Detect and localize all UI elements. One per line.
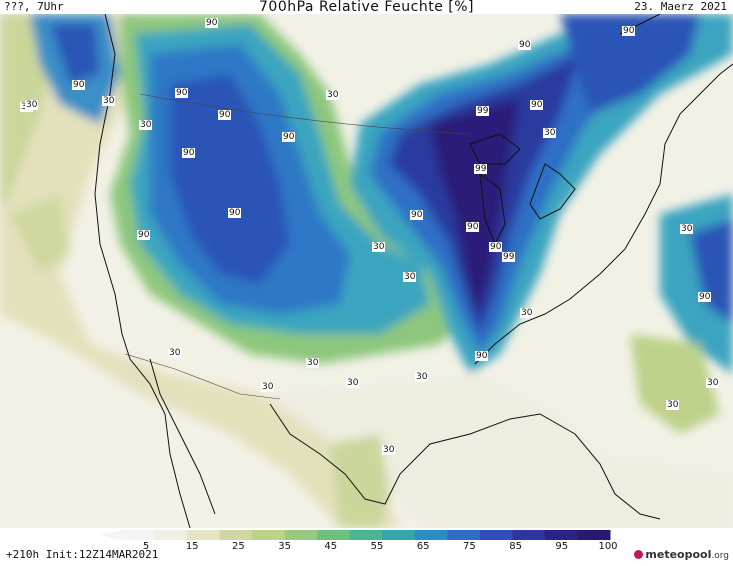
isoline-label: 30 bbox=[372, 242, 386, 252]
isoline-label: 90 bbox=[410, 210, 424, 220]
colorbar-tick-label: 45 bbox=[324, 541, 338, 552]
isoline-label: 99 bbox=[476, 106, 490, 116]
isoline-label: 90 bbox=[698, 292, 712, 302]
isoline-label: 90 bbox=[489, 242, 503, 252]
colorbar-swatch bbox=[187, 530, 221, 540]
colorbar-swatch bbox=[154, 530, 188, 540]
colorbar-tick-label: 95 bbox=[555, 541, 569, 552]
colorbar-swatch bbox=[577, 530, 611, 540]
colorbar-tick-label: 25 bbox=[232, 541, 245, 552]
colorbar-swatch bbox=[544, 530, 578, 540]
isoline-label: 30 bbox=[543, 128, 557, 138]
isoline-label: 30 bbox=[680, 224, 694, 234]
weather-map: 90 30 90 90 30 90 90 90 90 30 90 90 30 9… bbox=[0, 14, 733, 528]
colorbar-swatch bbox=[122, 530, 156, 540]
colorbar-tick-label: 85 bbox=[509, 541, 522, 552]
colorbar-swatch bbox=[349, 530, 383, 540]
isoline-label: 30 bbox=[415, 372, 429, 382]
header-date: 23. Maerz 2021 bbox=[634, 0, 727, 13]
meteopool-logo[interactable]: meteopool.org bbox=[634, 548, 729, 561]
isoline-label: 90 bbox=[466, 222, 480, 232]
map-title: 700hPa Relative Feuchte [%] bbox=[259, 0, 474, 15]
isoline-label: 90 bbox=[475, 351, 489, 361]
colorbar-tick-label: 65 bbox=[416, 541, 430, 552]
colorbar-swatch bbox=[317, 530, 351, 540]
isoline-label: 30 bbox=[102, 96, 116, 106]
colorbar-swatch bbox=[382, 530, 416, 540]
isoline-label: 90 bbox=[182, 148, 196, 158]
colorbar-swatch bbox=[284, 530, 318, 540]
colorbar-swatch bbox=[447, 530, 481, 540]
isoline-label: 30 bbox=[706, 378, 720, 388]
colorbar-tick-label: 75 bbox=[463, 541, 476, 552]
isoline-label: 30 bbox=[25, 100, 39, 110]
state-borders bbox=[124, 93, 471, 400]
isoline-label: 90 bbox=[518, 40, 532, 50]
isoline-label: 90 bbox=[205, 18, 219, 28]
isoline-label: 30 bbox=[403, 272, 417, 282]
logo-suffix: .org bbox=[711, 551, 729, 561]
isoline-label: 90 bbox=[218, 110, 232, 120]
colorbar-tick-label: 55 bbox=[370, 541, 384, 552]
colorbar-tick-label: 5 bbox=[142, 541, 150, 552]
isoline-label: 90 bbox=[137, 230, 151, 240]
colorbar-tick-label: 15 bbox=[185, 541, 199, 552]
isoline-label: 90 bbox=[175, 88, 189, 98]
isoline-label: 99 bbox=[474, 164, 488, 174]
isoline-label: 90 bbox=[622, 26, 636, 36]
isoline-label: 30 bbox=[666, 400, 680, 410]
humidity-field bbox=[0, 14, 733, 528]
isoline-label: 90 bbox=[228, 208, 242, 218]
colorbar-arrow-left bbox=[100, 530, 122, 540]
colorbar-swatch bbox=[414, 530, 448, 540]
logo-dot-icon bbox=[634, 550, 644, 559]
isoline-label: 30 bbox=[326, 90, 340, 100]
isoline-label: 90 bbox=[282, 132, 296, 142]
header-run-time: ???, 7Uhr bbox=[4, 0, 64, 13]
colorbar: 5 15 25 35 45 55 65 75 85 95 100 bbox=[100, 530, 620, 556]
init-time: +210h Init:12Z14MAR2021 bbox=[6, 548, 159, 561]
colorbar-swatch bbox=[479, 530, 513, 540]
isoline-label: 30 bbox=[139, 120, 153, 130]
isoline-label: 30 bbox=[382, 445, 396, 455]
isoline-label: 90 bbox=[530, 100, 544, 110]
colorbar-swatch bbox=[252, 530, 286, 540]
colorbar-tick-label: 35 bbox=[278, 541, 291, 552]
colorbar-swatch bbox=[219, 530, 253, 540]
isoline-label: 30 bbox=[261, 382, 275, 392]
colorbar-tick-label: 100 bbox=[598, 541, 618, 552]
isoline-label: 30 bbox=[168, 348, 182, 358]
colorbar-swatch bbox=[512, 530, 546, 540]
logo-text: meteopool bbox=[645, 548, 712, 561]
colorbar-swatches bbox=[100, 530, 611, 540]
isoline-label: 90 bbox=[72, 80, 86, 90]
isoline-label: 30 bbox=[306, 358, 320, 368]
moisture-blobs bbox=[0, 14, 733, 528]
isoline-label: 30 bbox=[520, 308, 534, 318]
isoline-label: 30 bbox=[346, 378, 360, 388]
isoline-label: 99 bbox=[502, 252, 516, 262]
